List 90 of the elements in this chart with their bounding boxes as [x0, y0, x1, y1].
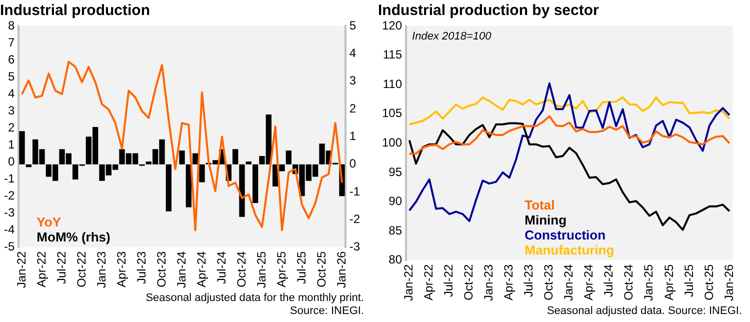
- y-tick-label: -2: [4, 188, 15, 203]
- bar: [239, 164, 245, 217]
- x-tick-label: Jan-25: [254, 250, 268, 288]
- y-tick-label: 80: [388, 252, 402, 267]
- x-tick-label: Jan-26: [334, 250, 348, 288]
- x-tick-label: Apr-25: [662, 264, 676, 300]
- x-tick-label: Jul-25: [682, 264, 696, 297]
- x-tick-label: Oct-24: [234, 250, 248, 288]
- y-tick-label: 7: [8, 35, 15, 50]
- y-tick-label: 6: [8, 52, 15, 66]
- y-tick-label: -5: [4, 240, 15, 254]
- x-tick-label: Jan-22: [402, 264, 416, 302]
- y2-tick-label: 2: [349, 101, 356, 116]
- source-note: Source: INEGI.: [289, 305, 365, 318]
- x-tick-label: Apr-23: [502, 264, 516, 300]
- text: MoM% (rhs): [36, 229, 110, 244]
- x-tick-label: Jan-24: [562, 264, 576, 302]
- bar: [246, 162, 252, 164]
- chart-title: Industrial production by sector: [378, 2, 600, 20]
- y2-tick-label: -2: [349, 212, 360, 226]
- bar: [179, 150, 185, 164]
- y2-tick-label: 1: [349, 128, 356, 143]
- y-tick-label: 85: [388, 223, 402, 238]
- y2-tick-label: 5: [349, 18, 356, 32]
- bar: [166, 164, 172, 212]
- bar: [279, 164, 285, 172]
- y2-tick-label: 3: [349, 74, 356, 88]
- y2-tick-label: -3: [349, 240, 360, 254]
- bar: [199, 164, 205, 182]
- text: YoY: [36, 214, 62, 230]
- x-tick-label: Oct-22: [462, 264, 476, 300]
- x-tick-label: Jan-25: [642, 264, 656, 302]
- y-tick-label: 2: [8, 120, 15, 134]
- y-tick-label: 110: [382, 76, 402, 91]
- bar: [186, 164, 192, 208]
- y-tick-label: -4: [4, 222, 15, 237]
- y-tick-label: -1: [4, 172, 15, 186]
- x-tick-label: Jul-24: [214, 250, 228, 284]
- y-tick-label: 0: [8, 154, 15, 168]
- x-tick-label: Oct-25: [314, 250, 328, 288]
- y-tick-label: 1: [8, 137, 15, 152]
- text: Construction: [524, 227, 606, 242]
- bar: [232, 149, 238, 164]
- text: Mining: [524, 212, 567, 228]
- x-tick-label: Jan-22: [14, 250, 28, 288]
- text: Seasonal adjusted data for the monthly print.: [144, 292, 365, 305]
- y-tick-label: 4: [8, 86, 15, 100]
- x-tick-label: Jan-23: [94, 250, 108, 288]
- x-tick-label: Jul-22: [442, 264, 456, 297]
- y2-tick-label: 0: [349, 156, 356, 171]
- y2-tick-label: -1: [349, 184, 360, 198]
- text: Index 2018=100: [412, 30, 492, 43]
- text: Total: [524, 197, 555, 212]
- y-tick-label: 95: [388, 164, 402, 179]
- y-tick-label: 5: [8, 69, 15, 84]
- bar: [19, 131, 25, 164]
- y-tick-label: 115: [382, 48, 402, 62]
- text: Manufacturing: [524, 242, 614, 258]
- x-tick-label: Jul-22: [54, 250, 68, 284]
- x-tick-label: Oct-23: [154, 250, 168, 288]
- y-tick-label: 105: [382, 106, 402, 120]
- x-tick-label: Jan-23: [482, 264, 496, 302]
- x-tick-label: Apr-24: [582, 264, 596, 300]
- bar: [192, 153, 198, 164]
- x-tick-label: Apr-23: [114, 250, 128, 288]
- y-tick-label: 90: [388, 194, 402, 208]
- bar: [252, 164, 258, 204]
- y-tick-label: 120: [382, 18, 402, 32]
- x-tick-label: Oct-22: [74, 250, 88, 288]
- x-tick-label: Oct-23: [542, 264, 556, 300]
- x-tick-label: Jul-24: [602, 264, 616, 297]
- text: Seasonal adjusted data. Source: INEGI.: [546, 305, 743, 318]
- chart-title: Industrial production: [0, 2, 150, 20]
- x-tick-label: Oct-24: [622, 264, 636, 300]
- x-tick-label: Apr-22: [422, 264, 436, 300]
- y-tick-label: 8: [8, 18, 15, 32]
- y2-tick-label: 4: [349, 46, 356, 60]
- x-tick-label: Apr-22: [34, 250, 48, 288]
- x-tick-label: Jan-26: [722, 264, 736, 302]
- x-tick-label: Jan-24: [174, 250, 188, 288]
- y-tick-label: -3: [4, 206, 15, 220]
- y-tick-label: 3: [8, 103, 15, 118]
- x-tick-label: Apr-24: [194, 250, 208, 288]
- x-tick-label: Jul-25: [294, 250, 308, 284]
- x-tick-label: Jul-23: [134, 250, 148, 284]
- y-tick-label: 100: [382, 135, 402, 150]
- x-tick-label: Apr-25: [274, 250, 288, 288]
- bar: [286, 150, 292, 164]
- x-tick-label: Jul-23: [522, 264, 536, 297]
- x-tick-label: Oct-25: [702, 264, 716, 300]
